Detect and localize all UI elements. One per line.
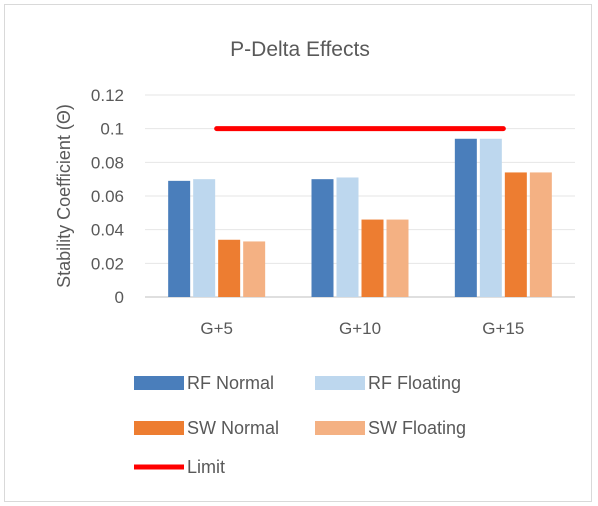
bar-rf-normal-gplus15 xyxy=(454,138,477,297)
y-tick-labels: 0 0.02 0.04 0.06 0.08 0.1 0.12 xyxy=(91,86,124,307)
bar-rf-normal-gplus10 xyxy=(311,179,334,297)
y-tick-label: 0.02 xyxy=(91,254,124,273)
legend-swatch xyxy=(315,421,365,435)
bar-rf-floating-gplus15 xyxy=(479,138,502,297)
x-tick-label: G+5 xyxy=(200,319,233,338)
x-tick-labels: G+5 G+10 G+15 xyxy=(200,319,524,338)
bar-rf-floating-gplus5 xyxy=(193,179,216,297)
legend-label: RF Normal xyxy=(187,373,274,393)
legend-label: Limit xyxy=(187,457,225,477)
bar-sw-floating-gplus15 xyxy=(529,172,552,297)
y-tick-label: 0.12 xyxy=(91,86,124,105)
y-axis-label: Stability Coefficient (Θ) xyxy=(54,104,74,288)
legend-swatch xyxy=(134,376,184,390)
y-tick-label: 0.06 xyxy=(91,187,124,206)
bar-sw-normal-gplus5 xyxy=(218,239,241,297)
legend-swatch xyxy=(134,421,184,435)
bar-sw-normal-gplus15 xyxy=(504,172,527,297)
y-tick-label: 0.04 xyxy=(91,221,124,240)
x-tick-label: G+10 xyxy=(339,319,381,338)
y-tick-label: 0.1 xyxy=(100,120,124,139)
legend-label: RF Floating xyxy=(368,373,461,393)
bar-rf-floating-gplus10 xyxy=(336,177,359,297)
y-tick-label: 0 xyxy=(115,288,124,307)
legend-label: SW Normal xyxy=(187,418,279,438)
bar-sw-floating-gplus10 xyxy=(386,219,409,297)
x-tick-label: G+15 xyxy=(482,319,524,338)
bar-rf-normal-gplus5 xyxy=(168,180,191,297)
bar-sw-floating-gplus5 xyxy=(243,241,266,297)
y-tick-label: 0.08 xyxy=(91,153,124,172)
bar-sw-normal-gplus10 xyxy=(361,219,384,297)
legend-swatch xyxy=(315,376,365,390)
bars xyxy=(168,138,552,297)
legend: RF Normal RF Floating SW Normal SW Floating… xyxy=(134,373,466,477)
legend-label: SW Floating xyxy=(368,418,466,438)
chart-title: P-Delta Effects xyxy=(230,38,370,61)
